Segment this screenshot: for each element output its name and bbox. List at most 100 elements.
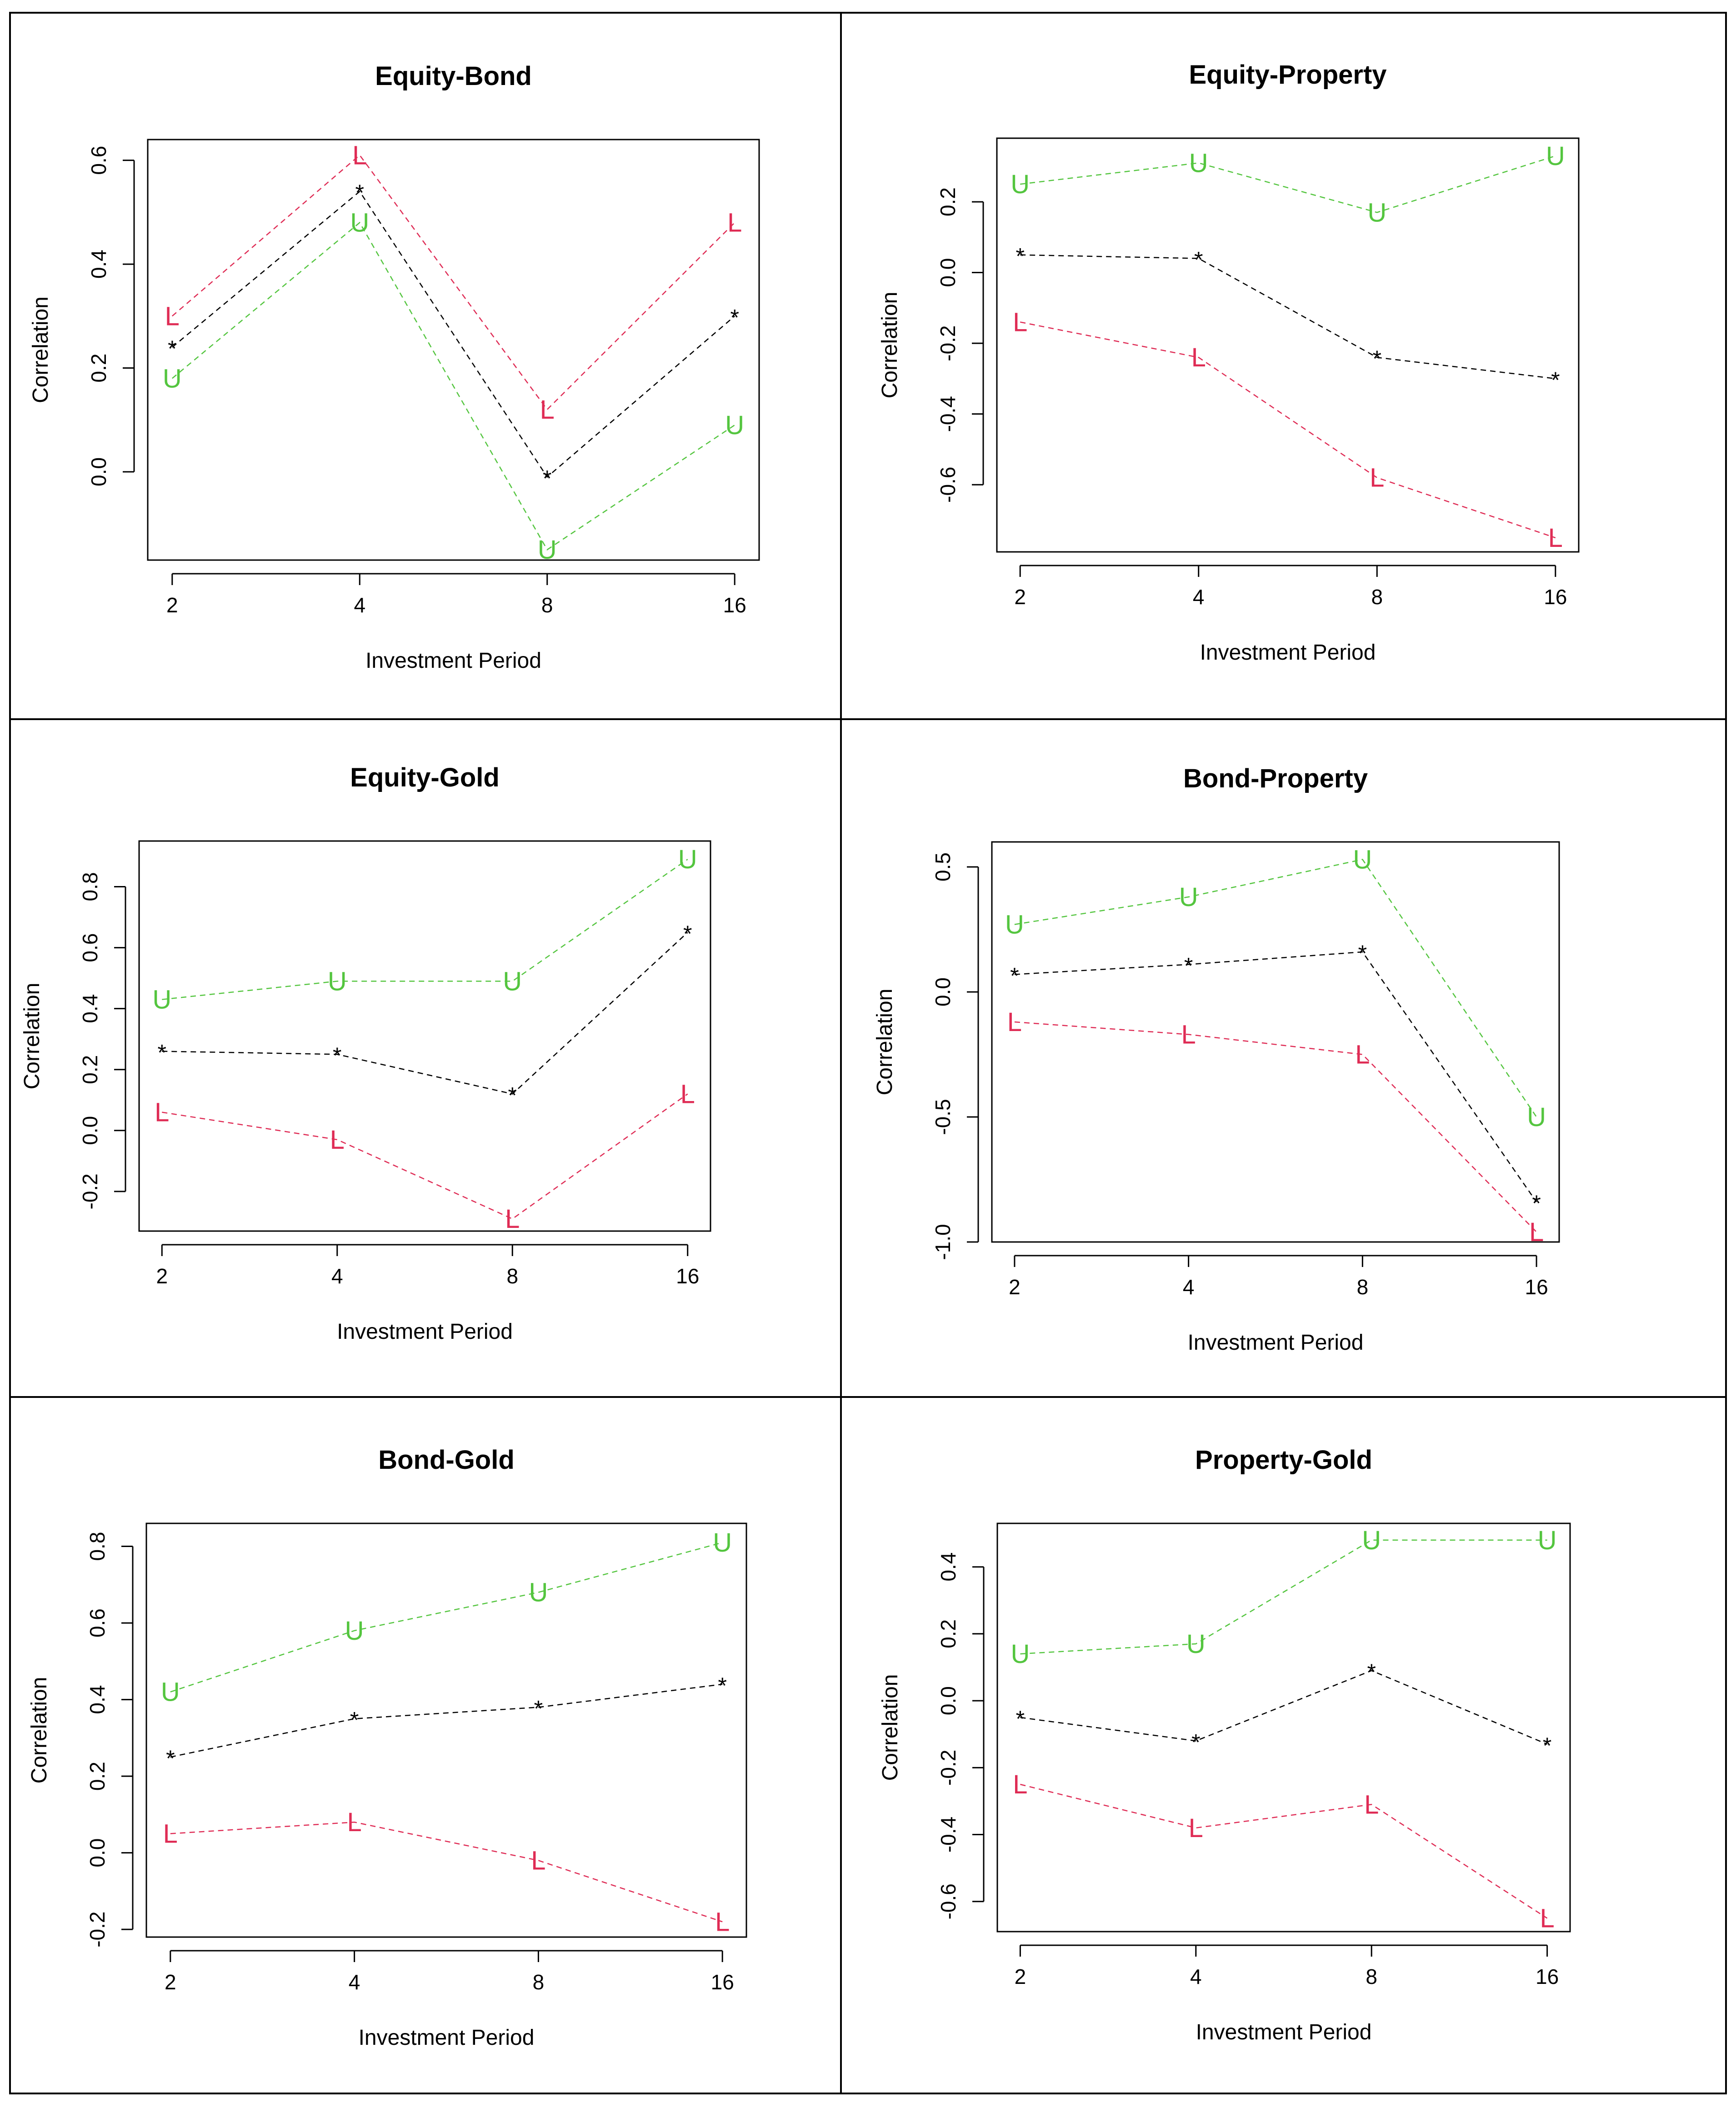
data-point-mid: *	[158, 1040, 166, 1066]
y-tick-label: -0.6	[936, 1883, 960, 1919]
panel-grid	[9, 12, 1727, 2094]
series-lower: L L L L	[155, 1079, 695, 1234]
y-tick-label: -0.2	[936, 325, 960, 361]
series-line-upper	[1020, 1539, 1547, 1655]
x-axis-label: Investment Period	[365, 649, 541, 673]
series-upper: U U U U	[1011, 1526, 1556, 1669]
data-point-mid: *	[355, 180, 364, 205]
data-point-mid: *	[508, 1082, 517, 1108]
y-tick-label: 0.4	[936, 1552, 960, 1582]
data-point-upper: U	[1353, 845, 1372, 875]
data-point-upper: U	[725, 411, 744, 440]
data-point-lower: L	[347, 1808, 361, 1837]
y-tick-label: 0.8	[85, 1532, 109, 1561]
plot-area	[138, 840, 711, 1232]
data-point-lower: L	[505, 1204, 520, 1234]
data-point-mid: *	[1358, 941, 1367, 966]
series-mid: * * * *	[158, 921, 692, 1108]
data-point-lower: L	[1191, 343, 1206, 372]
x-tick-label: 8	[533, 1970, 545, 1994]
plot-area	[996, 1522, 1571, 1933]
y-tick-label: 0.2	[936, 1619, 960, 1648]
series-line-lower	[1020, 1783, 1548, 1919]
chart-panel-property-gold: Property-Gold 2 4 8 16 Investment Period -0.6 -…	[878, 1445, 1571, 2044]
data-point-lower: L	[155, 1098, 169, 1127]
data-point-mid: *	[166, 1746, 175, 1771]
data-point-upper: U	[1186, 1629, 1206, 1659]
series-upper: U U U U	[1005, 845, 1546, 1132]
y-axis-label: Correlation	[29, 296, 53, 403]
series-upper: U U U U	[161, 1528, 732, 1707]
data-point-lower: L	[531, 1846, 545, 1875]
data-point-mid: *	[1010, 963, 1019, 989]
x-tick-label: 4	[1183, 1275, 1195, 1299]
grid-border	[9, 12, 1727, 2094]
chart-title: Bond-Gold	[378, 1445, 515, 1475]
series-line-mid	[170, 1683, 723, 1758]
x-tick-label: 4	[349, 1970, 360, 1994]
series-mid: * * * *	[1016, 1659, 1552, 1758]
x-tick-label: 8	[541, 593, 553, 617]
y-tick-label: 0.2	[936, 187, 960, 216]
x-tick-label: 4	[331, 1264, 343, 1288]
x-axis-label: Investment Period	[337, 1320, 513, 1344]
data-point-upper: U	[1538, 1526, 1557, 1555]
y-tick-label: 0.6	[87, 146, 110, 175]
data-point-lower: L	[715, 1907, 730, 1937]
y-tick-label: 0.0	[936, 258, 960, 287]
plot-area	[145, 1522, 747, 1938]
data-point-lower: L	[1540, 1904, 1554, 1933]
data-point-mid: *	[1367, 1659, 1376, 1685]
data-point-lower: L	[1189, 1813, 1203, 1843]
chart-panel-equity-property: Equity-Property 2 4 8 16 Investment Period -0.…	[878, 60, 1580, 665]
data-point-upper: U	[328, 966, 347, 996]
y-tick-label: 0.0	[936, 1686, 960, 1715]
data-point-mid: *	[534, 1696, 543, 1721]
x-tick-label: 2	[165, 1970, 176, 1994]
series-line-mid	[1014, 951, 1537, 1202]
series-line-upper	[1020, 155, 1556, 213]
y-tick-label: 0.5	[931, 852, 955, 881]
series-mid: * * * *	[168, 180, 739, 491]
data-point-upper: U	[1367, 198, 1386, 227]
data-point-upper: U	[503, 966, 522, 996]
chart-panel-bond-property: Bond-Property 2 4 8 16 Investment Period -1.0 -…	[873, 764, 1560, 1355]
y-tick-label: 0.2	[87, 353, 110, 382]
x-tick-label: 8	[1366, 1965, 1377, 1988]
data-point-upper: U	[350, 208, 369, 238]
x-axis-label: Investment Period	[1188, 1331, 1364, 1355]
y-tick-label: 0.0	[85, 1838, 109, 1868]
series-upper: U U U U	[152, 845, 697, 1014]
data-point-lower: L	[1355, 1040, 1370, 1070]
x-tick-label: 2	[1009, 1275, 1021, 1299]
data-point-upper: U	[345, 1616, 364, 1646]
y-tick-label: -0.5	[931, 1099, 955, 1135]
data-point-mid: *	[1551, 367, 1560, 393]
data-point-lower: L	[1013, 307, 1027, 337]
x-tick-label: 8	[506, 1264, 518, 1288]
series-lower: L L L L	[163, 1808, 730, 1937]
x-tick-label: 4	[354, 593, 365, 617]
x-tick-label: 16	[1536, 1965, 1559, 1988]
y-axis-label: Correlation	[878, 1674, 902, 1781]
y-tick-label: -0.2	[78, 1173, 102, 1209]
series-lower: L L L L	[1013, 307, 1563, 552]
data-point-upper: U	[152, 985, 171, 1015]
series-line-upper	[162, 859, 688, 1000]
chart-title: Property-Gold	[1195, 1445, 1372, 1475]
y-axis-label: Correlation	[878, 292, 902, 399]
x-tick-label: 8	[1357, 1275, 1369, 1299]
y-tick-label: 0.4	[87, 250, 110, 279]
x-tick-label: 16	[723, 593, 746, 617]
series-line-upper	[172, 221, 735, 551]
series-line-lower	[162, 1093, 688, 1220]
y-tick-label: 0.4	[78, 994, 102, 1023]
data-point-upper: U	[1011, 1639, 1030, 1669]
y-axis-label: Correlation	[27, 1677, 51, 1784]
data-point-mid: *	[543, 466, 551, 491]
y-tick-label: 0.0	[931, 977, 955, 1006]
data-point-mid: *	[1184, 953, 1193, 979]
series-lower: L L L L	[165, 140, 742, 425]
data-point-upper: U	[1546, 141, 1565, 171]
